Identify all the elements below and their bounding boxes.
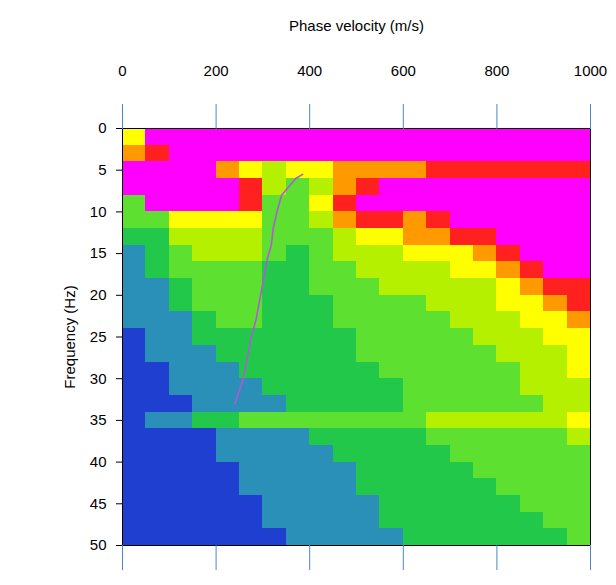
svg-text:Frequency (Hz): Frequency (Hz): [61, 285, 78, 388]
svg-text:20: 20: [90, 286, 107, 303]
svg-text:Phase velocity (m/s): Phase velocity (m/s): [289, 17, 424, 34]
svg-text:40: 40: [90, 453, 107, 470]
svg-text:50: 50: [90, 536, 107, 553]
svg-text:600: 600: [391, 62, 416, 79]
svg-text:0: 0: [118, 62, 126, 79]
svg-text:30: 30: [90, 370, 107, 387]
svg-text:15: 15: [90, 244, 107, 261]
svg-text:25: 25: [90, 328, 107, 345]
svg-text:800: 800: [484, 62, 509, 79]
svg-text:1000: 1000: [574, 62, 607, 79]
svg-text:0: 0: [98, 119, 106, 136]
svg-text:10: 10: [90, 203, 107, 220]
svg-text:5: 5: [98, 161, 106, 178]
svg-text:400: 400: [297, 62, 322, 79]
svg-text:35: 35: [90, 411, 107, 428]
svg-text:45: 45: [90, 495, 107, 512]
svg-text:200: 200: [204, 62, 229, 79]
